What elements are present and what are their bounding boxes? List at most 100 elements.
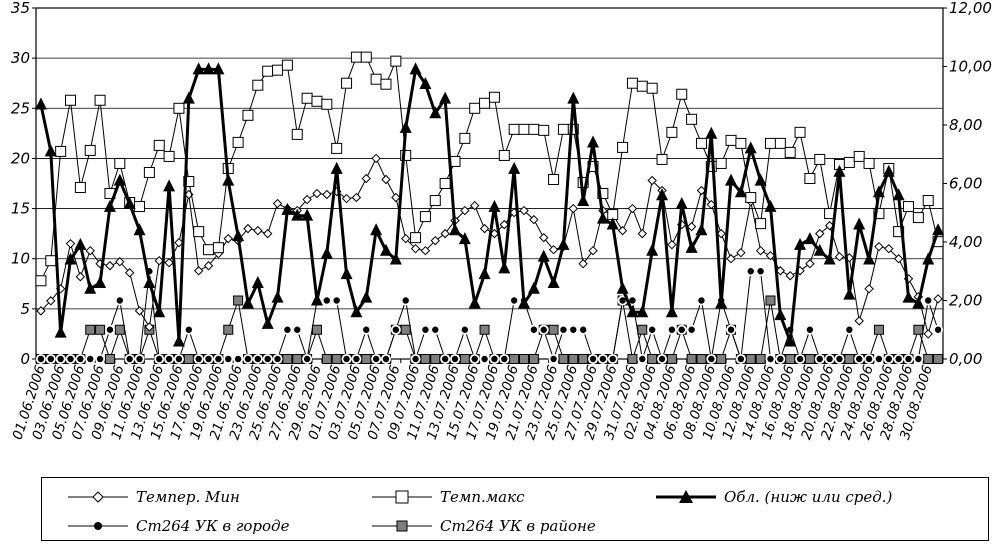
left-tick-label: 10 bbox=[11, 250, 30, 268]
data-point bbox=[164, 258, 174, 268]
data-point bbox=[686, 354, 697, 364]
data-point bbox=[233, 295, 244, 306]
data-point bbox=[537, 249, 550, 262]
legend-marker-square bbox=[372, 490, 432, 504]
data-point bbox=[302, 194, 312, 205]
data-point bbox=[488, 91, 500, 103]
left-tick-label: 35 bbox=[11, 0, 30, 17]
data-point bbox=[252, 79, 264, 91]
data-point bbox=[833, 164, 846, 177]
data-point bbox=[192, 62, 205, 75]
data-point bbox=[261, 316, 274, 329]
data-point bbox=[804, 172, 816, 184]
data-point bbox=[548, 324, 559, 335]
data-point bbox=[726, 254, 736, 264]
data-point bbox=[619, 297, 626, 304]
data-point bbox=[243, 223, 253, 234]
data-point bbox=[311, 95, 323, 107]
data-point bbox=[448, 223, 461, 236]
data-point bbox=[409, 62, 422, 75]
data-point bbox=[755, 218, 767, 230]
data-point bbox=[262, 228, 273, 239]
data-point bbox=[688, 326, 695, 333]
data-point bbox=[382, 355, 390, 363]
data-point bbox=[459, 132, 471, 144]
data-point bbox=[322, 189, 332, 200]
data-point bbox=[419, 211, 431, 223]
data-point bbox=[647, 354, 658, 364]
data-point bbox=[321, 354, 332, 364]
data-point bbox=[468, 296, 481, 309]
data-point bbox=[803, 232, 816, 245]
series-line bbox=[39, 67, 940, 343]
data-point bbox=[675, 196, 688, 209]
data-point bbox=[617, 225, 628, 236]
data-point bbox=[656, 188, 669, 201]
data-point bbox=[85, 245, 95, 256]
data-point bbox=[44, 144, 57, 157]
data-point bbox=[568, 203, 579, 214]
data-point bbox=[596, 211, 609, 224]
data-point bbox=[126, 355, 133, 363]
data-point bbox=[380, 78, 392, 90]
data-point bbox=[272, 64, 284, 76]
data-point bbox=[460, 205, 470, 216]
data-point bbox=[530, 326, 538, 333]
data-point bbox=[895, 355, 902, 363]
data-point bbox=[646, 82, 658, 94]
data-point bbox=[626, 305, 639, 318]
data-point bbox=[232, 136, 244, 148]
data-point bbox=[400, 324, 411, 335]
data-point bbox=[933, 294, 943, 304]
data-point bbox=[491, 355, 498, 363]
data-point bbox=[353, 355, 360, 363]
data-point bbox=[874, 241, 884, 252]
data-point bbox=[281, 202, 294, 215]
data-point bbox=[333, 297, 340, 304]
data-point bbox=[893, 254, 904, 264]
right-tick-label: 12,00 bbox=[949, 0, 992, 17]
right-tick-label: 2,00 bbox=[949, 292, 982, 310]
data-point bbox=[301, 92, 313, 104]
data-point bbox=[538, 124, 550, 136]
data-point bbox=[836, 355, 843, 363]
data-point bbox=[481, 355, 488, 363]
legend-marker-circle bbox=[68, 522, 128, 530]
data-point bbox=[35, 275, 47, 287]
data-point bbox=[372, 355, 380, 363]
data-point bbox=[271, 290, 284, 303]
data-point bbox=[115, 257, 125, 267]
data-point bbox=[341, 193, 352, 204]
left-tick-label: 20 bbox=[11, 149, 30, 167]
data-point bbox=[37, 355, 45, 363]
legend-marker-triangle bbox=[656, 490, 716, 503]
right-tick-label: 10,00 bbox=[949, 58, 992, 76]
data-point bbox=[54, 325, 67, 338]
data-point bbox=[589, 355, 597, 363]
data-point bbox=[648, 326, 656, 333]
data-point bbox=[310, 293, 323, 306]
data-point bbox=[400, 149, 412, 161]
data-point bbox=[441, 355, 449, 363]
data-point bbox=[251, 275, 264, 288]
data-point bbox=[478, 267, 491, 280]
data-point bbox=[274, 355, 281, 363]
data-point bbox=[244, 355, 252, 363]
data-point bbox=[74, 237, 87, 250]
data-point bbox=[400, 233, 411, 244]
data-point bbox=[370, 73, 382, 85]
data-point bbox=[873, 208, 885, 220]
data-point bbox=[392, 326, 400, 333]
data-point bbox=[391, 192, 401, 203]
data-point bbox=[557, 237, 570, 250]
data-point bbox=[794, 126, 806, 138]
data-point bbox=[225, 355, 232, 363]
legend-label: Темпер. Мин bbox=[136, 488, 240, 506]
data-point bbox=[734, 185, 747, 198]
data-point bbox=[913, 324, 924, 335]
data-point bbox=[124, 268, 135, 278]
data-point bbox=[320, 246, 333, 259]
data-point bbox=[796, 355, 804, 363]
right-tick-label: 8,00 bbox=[949, 116, 982, 134]
